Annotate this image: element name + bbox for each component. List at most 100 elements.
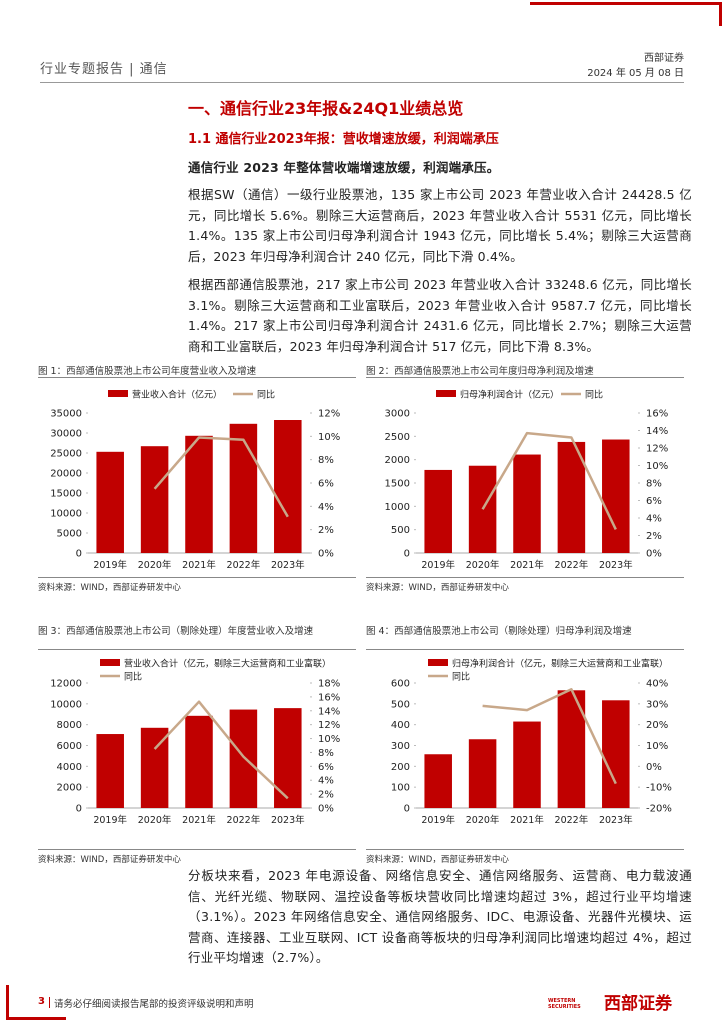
bar	[424, 754, 452, 808]
y-tick-label: 5000	[57, 529, 82, 540]
y2-tick-label: 10%	[646, 461, 668, 472]
y-tick-label: 8000	[57, 720, 82, 731]
y2-tick-label: 8%	[318, 455, 334, 466]
footer-disclaimer: 请务必仔细阅读报告尾部的投资评级说明和声明	[54, 999, 254, 1010]
legend-label: 营业收入合计（亿元）	[132, 389, 222, 401]
y2-tick-label: 8%	[646, 479, 662, 490]
legend-label: 同比	[452, 671, 470, 683]
bar	[185, 715, 213, 808]
y2-tick-label: 0%	[646, 549, 662, 560]
legend-swatch	[428, 659, 448, 666]
y-tick-label: 1500	[385, 479, 410, 490]
header-company: 西部证券	[644, 53, 684, 64]
bar	[602, 439, 630, 553]
x-tick-label: 2023年	[271, 559, 305, 571]
x-tick-label: 2019年	[421, 559, 455, 571]
bar	[96, 451, 124, 553]
y-tick-label: 2500	[385, 432, 410, 443]
line-series	[153, 436, 289, 518]
corner-top	[530, 2, 722, 5]
y-tick-label: 200	[391, 762, 410, 773]
figure-caption: 图 4：西部通信股票池上市公司（剔除处理）归母净利润及增速	[366, 626, 632, 637]
y2-tick-label: 4%	[318, 502, 334, 513]
y-tick-label: 500	[391, 525, 410, 536]
y2-tick-label: -20%	[646, 804, 672, 815]
figure-source: 资料来源：WIND，西部证券研发中心	[38, 855, 181, 865]
y2-tick-label: 30%	[646, 699, 668, 710]
y-tick-label: 0	[76, 804, 82, 815]
y2-tick-label: 8%	[318, 748, 334, 759]
y-tick-label: 100	[391, 783, 410, 794]
y-tick-label: 6000	[57, 741, 82, 752]
line-series	[153, 700, 289, 800]
y2-tick-label: 12%	[318, 409, 340, 420]
bar	[274, 708, 302, 808]
y2-tick-label: 10%	[318, 734, 340, 745]
x-tick-label: 2019年	[421, 814, 455, 826]
heading: 一、通信行业23年报&24Q1业绩总览	[188, 99, 464, 118]
chart: 0 2000 4000 6000 8000 10000 12000 0% 2% 4% 6% 8% 10%…	[50, 658, 340, 827]
y2-tick-label: 6%	[318, 762, 334, 773]
bar	[557, 441, 586, 553]
paragraph: 根据西部通信股票池，217 家上市公司 2023 年营业收入合计 33248.6…	[188, 277, 692, 354]
bar	[468, 739, 497, 808]
x-tick-label: 2023年	[271, 814, 305, 826]
line-series	[481, 431, 617, 530]
legend-label: 同比	[585, 389, 603, 401]
x-tick-label: 2022年	[555, 559, 589, 571]
y-tick-label: 20000	[50, 469, 82, 480]
caption-rule	[366, 577, 684, 578]
x-tick-label: 2023年	[599, 814, 633, 826]
y2-tick-label: 40%	[646, 679, 668, 690]
header-section: 行业专题报告 | 通信	[40, 62, 168, 77]
figure-source: 资料来源：WIND，西部证券研发中心	[38, 583, 181, 593]
y-tick-label: 3000	[385, 409, 410, 420]
y2-tick-label: 14%	[646, 426, 668, 437]
y2-tick-label: 16%	[318, 692, 340, 703]
y-tick-label: 2000	[385, 455, 410, 466]
y-tick-label: 10000	[50, 699, 82, 710]
caption-rule	[366, 377, 684, 378]
logo-cn: 西部证券	[604, 994, 672, 1014]
chart: 0 500 1000 1500 2000 2500 3000 0% 2% 4% 6% 8% 10% 12%…	[385, 389, 669, 572]
x-tick-label: 2020年	[466, 559, 500, 571]
y2-tick-label: 0%	[318, 549, 334, 560]
y2-tick-label: 10%	[318, 432, 340, 443]
x-tick-label: 2022年	[227, 814, 261, 826]
footer-sep	[49, 997, 50, 1008]
y2-tick-label: 18%	[318, 679, 340, 690]
x-tick-label: 2020年	[138, 559, 172, 571]
paragraph: 根据SW（通信）一级行业股票池，135 家上市公司 2023 年营业收入合计 2…	[188, 187, 692, 264]
y2-tick-label: 6%	[646, 496, 662, 507]
y2-tick-label: 2%	[646, 531, 662, 542]
bar	[274, 420, 302, 553]
y-tick-label: 300	[391, 741, 410, 752]
y-tick-label: 1000	[385, 502, 410, 513]
bar	[513, 454, 541, 553]
bar	[96, 734, 124, 808]
bar	[513, 721, 541, 808]
bar	[229, 423, 258, 553]
paragraph: 分板块来看，2023 年电源设备、网络信息安全、通信网络服务、运营商、电力载波通…	[188, 868, 692, 966]
figure-caption: 图 2：西部通信股票池上市公司年度归母净利润及增速	[366, 366, 594, 377]
x-tick-label: 2020年	[466, 814, 500, 826]
chart: 0 5000 10000 15000 20000 25000 30000 35000 0% 2% 4…	[50, 389, 340, 572]
y2-tick-label: 6%	[318, 479, 334, 490]
y-tick-label: 12000	[50, 679, 82, 690]
bar	[229, 709, 258, 808]
y-tick-label: 0	[76, 549, 82, 560]
y2-tick-label: 0%	[646, 762, 662, 773]
y2-tick-label: 14%	[318, 706, 340, 717]
x-tick-label: 2021年	[182, 559, 216, 571]
y-tick-label: 30000	[50, 429, 82, 440]
y-tick-label: 400	[391, 720, 410, 731]
caption-rule	[366, 849, 684, 850]
x-tick-label: 2022年	[227, 559, 261, 571]
bar	[140, 727, 169, 808]
chart: 0 100 200 300 400 500 600 -20% -10% 0% 10% 20% 30% 40…	[391, 658, 672, 827]
header-rule	[40, 82, 684, 83]
bar	[468, 465, 497, 553]
corner-bottom	[6, 1017, 66, 1020]
x-tick-label: 2021年	[510, 814, 544, 826]
